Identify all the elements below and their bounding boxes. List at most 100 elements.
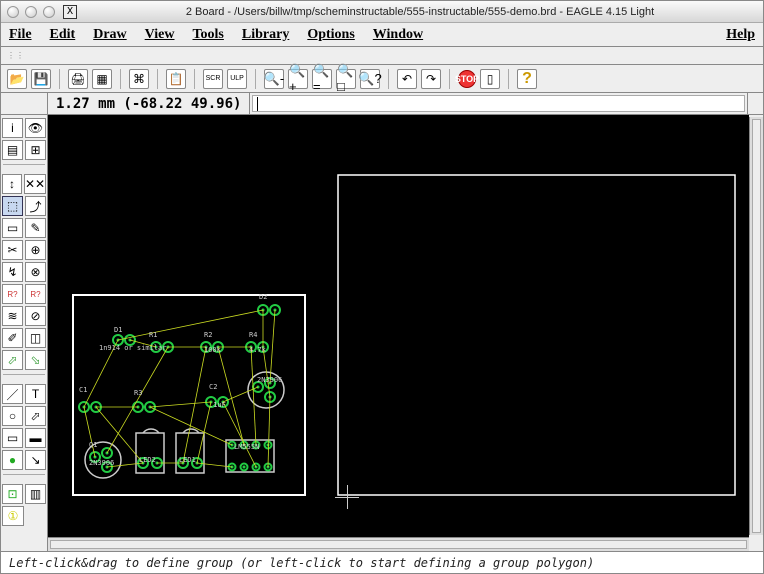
help-button[interactable]: ? <box>517 69 537 89</box>
library-button[interactable]: 📋 <box>166 69 186 89</box>
window-title: 2 Board - /Users/billw/tmp/scheminstruct… <box>83 6 757 18</box>
zoom-fit-button[interactable]: 🔍= <box>312 69 332 89</box>
zoom-window-button[interactable] <box>43 6 55 18</box>
ulp-button[interactable]: ULP <box>227 69 247 89</box>
main-toolbar: 📂 💾 🖨 ▦ ⌘ 📋 SCR ULP 🔍- 🔍+ 🔍= 🔍□ 🔍? ↶ ↷ S… <box>1 65 763 93</box>
grip-row: ⋮⋮ <box>1 47 763 65</box>
wire-tool[interactable]: ／ <box>2 384 23 404</box>
cam-button[interactable]: ▦ <box>92 69 112 89</box>
canvas-wrap: D1D2R1R2R4C1R3C2.1uF2N3906Q12N3906LED2LE… <box>48 115 763 551</box>
mark-tool[interactable]: ⊞ <box>25 140 46 160</box>
zoom-redraw-button[interactable]: 🔍? <box>360 69 380 89</box>
command-input[interactable] <box>252 95 745 112</box>
coord-bar-left-stub <box>1 93 48 114</box>
svg-text:2N3906: 2N3906 <box>257 376 282 384</box>
svg-text:D1: D1 <box>114 326 122 334</box>
ratsnest-tool[interactable]: ⊡ <box>2 484 23 504</box>
display-tool[interactable]: ▤ <box>2 140 23 160</box>
cut-tool[interactable]: ▭ <box>2 218 23 238</box>
pinswap-tool[interactable]: ↯ <box>2 262 23 282</box>
move-tool[interactable]: ↕ <box>2 174 22 194</box>
zoom-out-button[interactable]: 🔍- <box>264 69 284 89</box>
erc-tool[interactable]: ① <box>2 506 24 526</box>
print-button[interactable]: 🖨 <box>68 69 88 89</box>
horizontal-scrollbar[interactable] <box>48 537 749 551</box>
auto-tool[interactable]: ▥ <box>25 484 46 504</box>
delete-tool[interactable]: ✂ <box>2 240 23 260</box>
tool-palette: i👁 ▤⊞ ↕✕✕ ⬚⤴ ▭✎ ✂⊕ ↯⊗ R?R? ≋⊘ ✐◫ ⬀⬂ ／T ○… <box>1 115 48 551</box>
menu-view[interactable]: View <box>145 27 175 43</box>
board-canvas[interactable]: D1D2R1R2R4C1R3C2.1uF2N3906Q12N3906LED2LE… <box>48 115 749 537</box>
rect-tool[interactable]: ▭ <box>2 428 23 448</box>
circle-tool[interactable]: ○ <box>2 406 23 426</box>
status-bar: Left-click&drag to define group (or left… <box>1 551 763 573</box>
miter-tool[interactable]: ⊘ <box>25 306 46 326</box>
save-button[interactable]: 💾 <box>31 69 51 89</box>
vertical-scrollbar[interactable] <box>749 117 763 535</box>
menu-edit[interactable]: Edit <box>50 27 76 43</box>
show-tool[interactable]: 👁 <box>25 118 46 138</box>
board-schematic-button[interactable]: ⌘ <box>129 69 149 89</box>
menu-window[interactable]: Window <box>373 27 423 43</box>
menu-tools[interactable]: Tools <box>192 27 223 43</box>
go-button[interactable]: ▯ <box>480 69 500 89</box>
name-tool[interactable]: R? <box>2 284 23 304</box>
close-window-button[interactable] <box>7 6 19 18</box>
pcb-drawing: D1D2R1R2R4C1R3C2.1uF2N3906Q12N3906LED2LE… <box>48 115 748 537</box>
text-tool[interactable]: T <box>25 384 46 404</box>
arc-tool[interactable]: ⬀ <box>25 406 46 426</box>
menu-help[interactable]: Help <box>726 27 755 43</box>
status-text: Left-click&drag to define group (or left… <box>9 556 594 570</box>
info-tool[interactable]: i <box>2 118 23 138</box>
svg-text:.1uF: .1uF <box>209 401 226 409</box>
coord-readout: 1.27 mm (-68.22 49.96) <box>48 93 250 114</box>
main-area: i👁 ▤⊞ ↕✕✕ ⬚⤴ ▭✎ ✂⊕ ↯⊗ R?R? ≋⊘ ✐◫ ⬀⬂ ／T ○… <box>1 115 763 551</box>
route-tool[interactable]: ⬀ <box>2 350 23 370</box>
titlebar: X 2 Board - /Users/billw/tmp/scheminstru… <box>1 1 763 23</box>
optimize-tool[interactable]: ◫ <box>25 328 46 348</box>
app-window: X 2 Board - /Users/billw/tmp/scheminstru… <box>0 0 764 574</box>
menu-options[interactable]: Options <box>307 27 354 43</box>
smash-tool[interactable]: ≋ <box>2 306 23 326</box>
menu-file[interactable]: File <box>9 27 32 43</box>
grip-icon: ⋮⋮ <box>7 52 25 60</box>
menubar: File Edit Draw View Tools Library Option… <box>1 23 763 47</box>
window-controls <box>7 6 55 18</box>
zoom-in-button[interactable]: 🔍+ <box>288 69 308 89</box>
svg-text:R3: R3 <box>134 389 142 397</box>
x11-icon: X <box>63 5 77 19</box>
change-tool[interactable]: ✎ <box>25 218 46 238</box>
value-tool[interactable]: R? <box>25 284 46 304</box>
open-button[interactable]: 📂 <box>7 69 27 89</box>
menu-library[interactable]: Library <box>242 27 289 43</box>
split-tool[interactable]: ✐ <box>2 328 23 348</box>
zoom-window-tool-button[interactable]: 🔍□ <box>336 69 356 89</box>
replace-tool[interactable]: ⊗ <box>25 262 46 282</box>
svg-text:Q1: Q1 <box>89 441 97 449</box>
svg-text:4.7k: 4.7k <box>249 346 267 354</box>
svg-text:R2: R2 <box>204 331 212 339</box>
copy-tool[interactable]: ✕✕ <box>24 174 46 194</box>
stop-button[interactable]: STOP <box>458 70 476 88</box>
cursor-crosshair-icon <box>335 485 359 509</box>
undo-button[interactable]: ↶ <box>397 69 417 89</box>
group-tool[interactable]: ⬚ <box>2 196 23 216</box>
scr-button[interactable]: SCR <box>203 69 223 89</box>
via-tool[interactable]: ● <box>2 450 23 470</box>
coord-bar: 1.27 mm (-68.22 49.96) <box>1 93 763 115</box>
rotate-tool[interactable]: ⤴ <box>25 196 46 216</box>
svg-text:R1: R1 <box>149 331 157 339</box>
svg-text:100k: 100k <box>204 346 222 354</box>
svg-text:2N3906: 2N3906 <box>89 459 114 467</box>
svg-text:LED2: LED2 <box>139 456 156 464</box>
polygon-tool[interactable]: ▬ <box>25 428 46 448</box>
menu-draw[interactable]: Draw <box>93 27 126 43</box>
ripup-tool[interactable]: ⬂ <box>25 350 46 370</box>
svg-text:D2: D2 <box>259 293 267 301</box>
redo-button[interactable]: ↷ <box>421 69 441 89</box>
add-tool[interactable]: ⊕ <box>25 240 46 260</box>
minimize-window-button[interactable] <box>25 6 37 18</box>
svg-text:C1: C1 <box>79 386 87 394</box>
signal-tool[interactable]: ↘ <box>25 450 46 470</box>
svg-text:LED1: LED1 <box>179 456 196 464</box>
